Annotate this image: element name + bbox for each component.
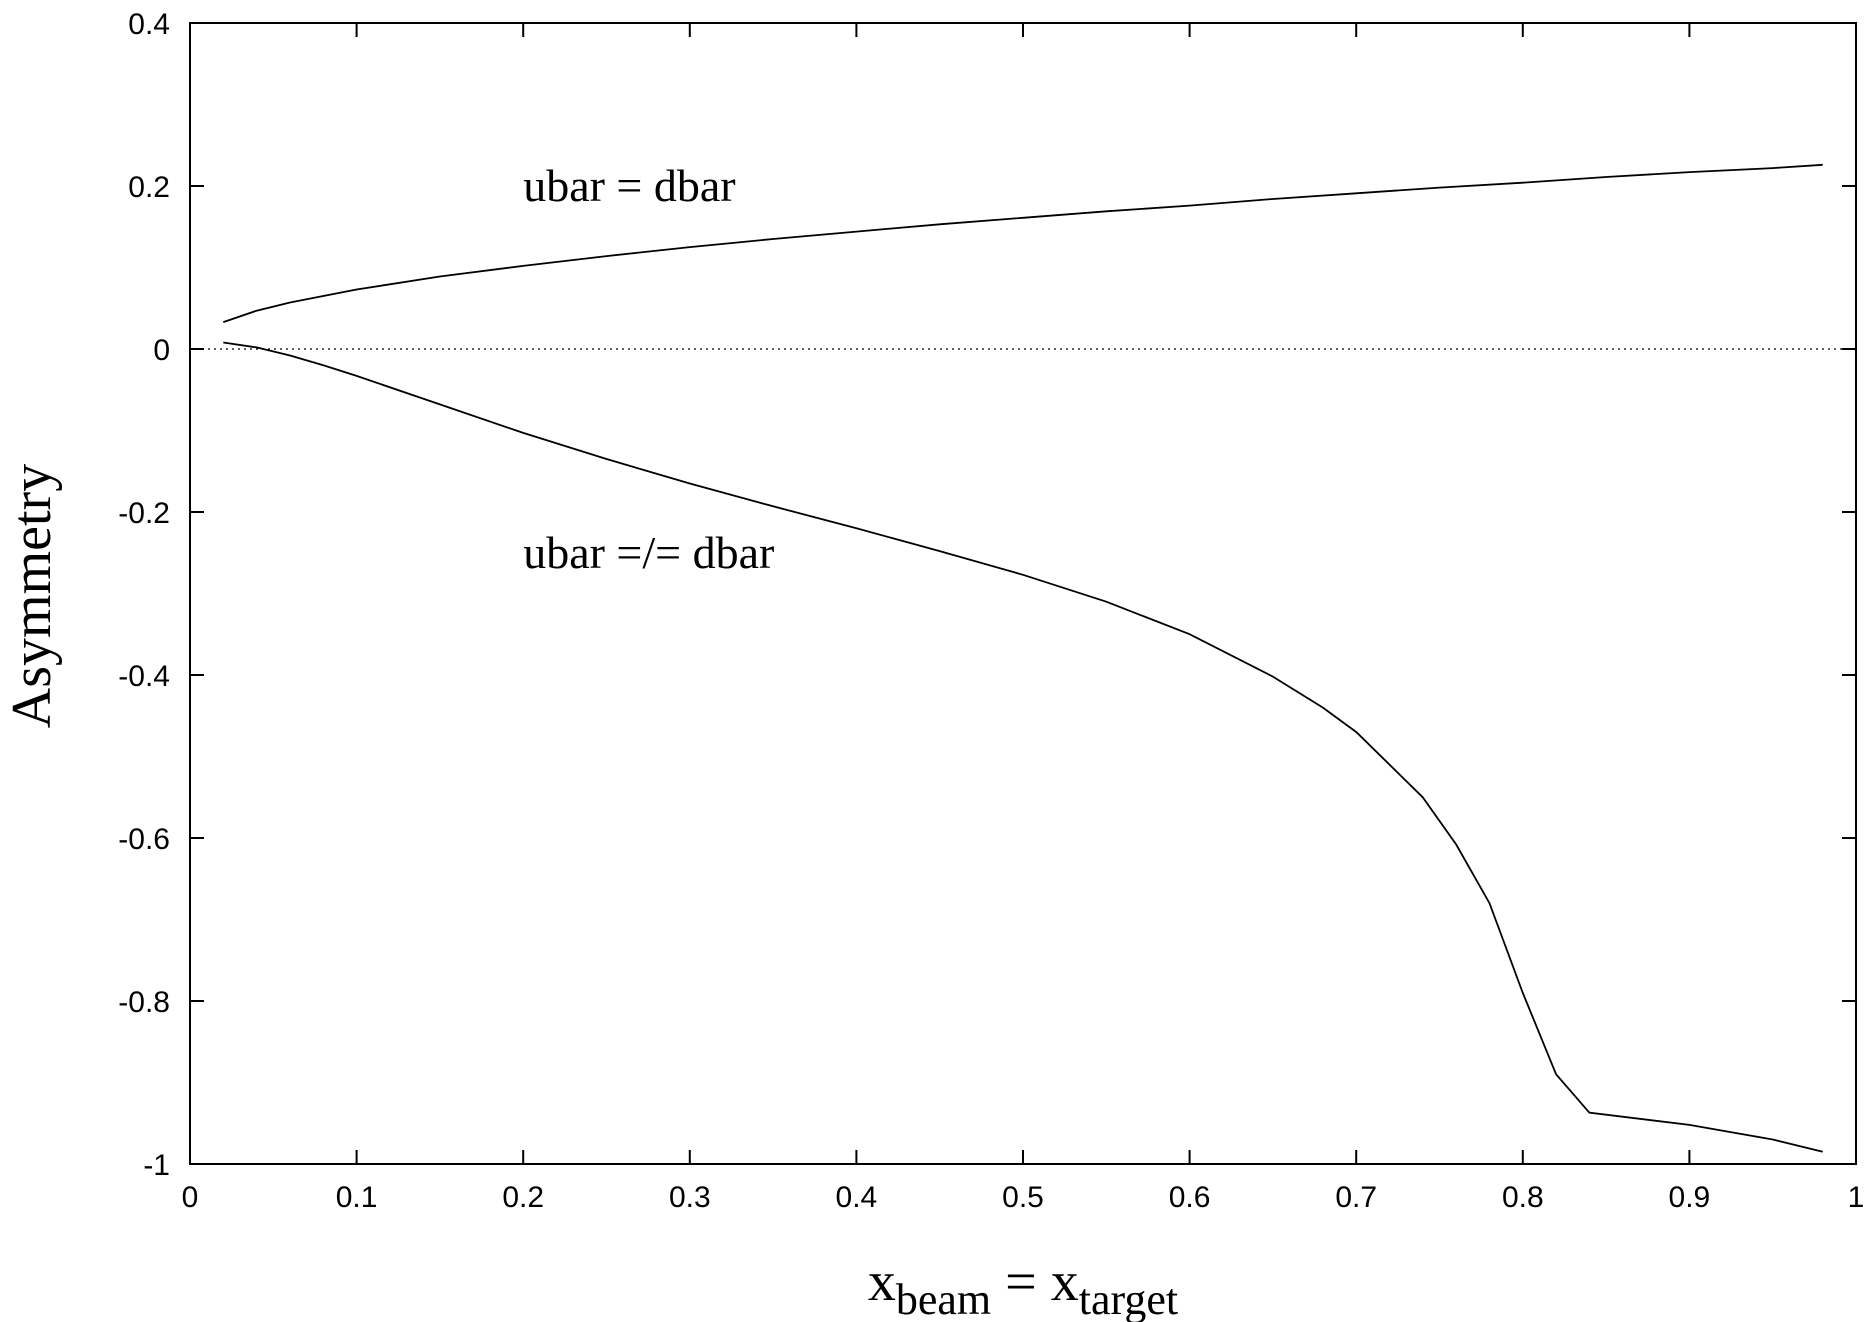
y-tick-label: -1 <box>143 1149 170 1182</box>
x-axis-label: xbeam = xtarget <box>868 1251 1178 1322</box>
y-tick-label: 0.2 <box>128 171 170 204</box>
x-axis-label-sub: beam <box>896 1275 991 1322</box>
x-tick-label: 0 <box>182 1181 199 1214</box>
x-axis-label-main: x <box>868 1251 896 1313</box>
x-tick-label: 0.7 <box>1335 1181 1377 1214</box>
y-tick-label: -0.8 <box>118 986 170 1019</box>
series-line-1 <box>223 163 1823 323</box>
x-axis-label-sub2: target <box>1079 1275 1178 1322</box>
x-tick-label: 0.9 <box>1669 1181 1711 1214</box>
x-tick-label: 0.5 <box>1002 1181 1044 1214</box>
x-axis-label-main2: x <box>1051 1251 1079 1313</box>
y-tick-label: 0.4 <box>128 8 170 41</box>
x-tick-label: 0.4 <box>836 1181 878 1214</box>
curve-annotation-1: ubar = dbar <box>523 160 735 211</box>
x-tick-label: 0.2 <box>502 1181 544 1214</box>
series-line-2 <box>223 341 1823 1153</box>
y-tick-label: -0.6 <box>118 823 170 856</box>
y-tick-label: -0.4 <box>118 660 170 693</box>
plot-frame <box>189 22 1857 1165</box>
x-tick-label: 0.3 <box>669 1181 711 1214</box>
x-tick-label: 0.6 <box>1169 1181 1211 1214</box>
y-tick-label: 0 <box>153 334 170 367</box>
x-tick-label: 0.1 <box>336 1181 378 1214</box>
y-tick-label: -0.2 <box>118 497 170 530</box>
x-axis-label-eq: = <box>991 1251 1051 1313</box>
x-tick-label: 1 <box>1848 1181 1865 1214</box>
curve-annotation-2: ubar =/= dbar <box>523 527 774 578</box>
y-axis-label: Asymmetry <box>1 464 63 728</box>
x-tick-label: 0.8 <box>1502 1181 1544 1214</box>
